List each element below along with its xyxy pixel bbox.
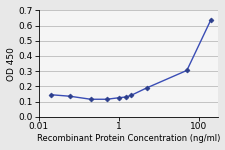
Y-axis label: OD 450: OD 450 bbox=[7, 47, 16, 81]
X-axis label: Recombinant Protein Concentration (ng/ml): Recombinant Protein Concentration (ng/ml… bbox=[37, 134, 220, 143]
